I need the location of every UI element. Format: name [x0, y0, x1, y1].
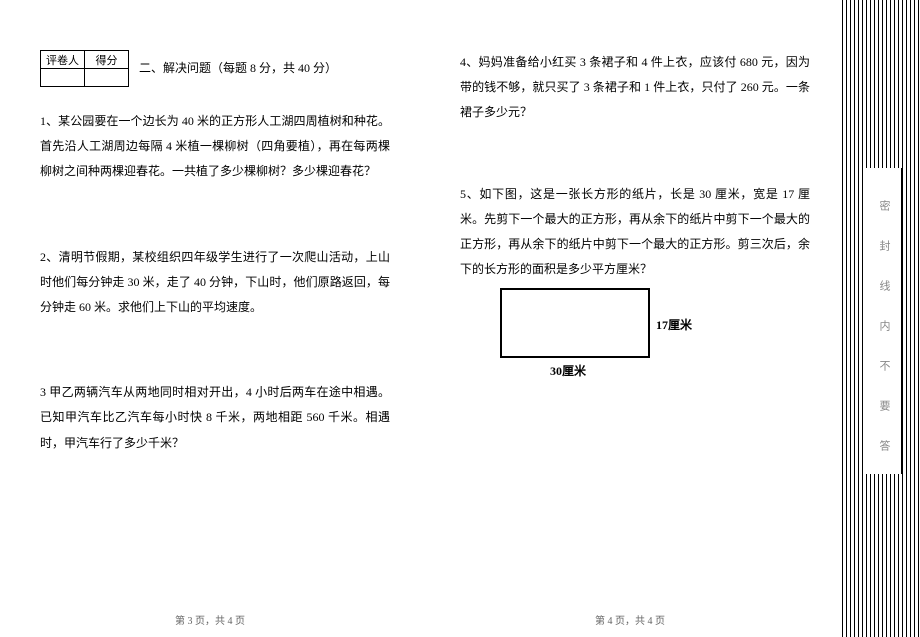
score-head-right: 得分: [85, 51, 129, 69]
binding-char-2: 线: [876, 280, 892, 291]
section-header: 评卷人 得分 二、解决问题（每题 8 分，共 40 分）: [40, 50, 390, 87]
binding-char-0: 密: [876, 200, 892, 211]
score-table: 评卷人 得分: [40, 50, 129, 87]
footer-right: 第 4 页，共 4 页: [420, 612, 840, 627]
binding-char-1: 封: [876, 240, 892, 251]
problem-1: 1、某公园要在一个边长为 40 米的正方形人工湖四周植树和种花。首先沿人工湖周边…: [40, 109, 390, 185]
problem-3: 3 甲乙两辆汽车从两地同时相对开出，4 小时后两车在途中相遇。已知甲汽车比乙汽车…: [40, 380, 390, 456]
score-head-left: 评卷人: [41, 51, 85, 69]
binding-char-5: 要: [876, 400, 892, 411]
problem-4: 4、妈妈准备给小红买 3 条裙子和 4 件上衣，应该付 680 元，因为带的钱不…: [460, 50, 810, 126]
binding-char-4: 不: [876, 360, 892, 371]
section-title: 二、解决问题（每题 8 分，共 40 分）: [139, 61, 337, 75]
page-right: 4、妈妈准备给小红买 3 条裙子和 4 件上衣，应该付 680 元，因为带的钱不…: [420, 0, 840, 637]
rect-length-label: 30厘米: [550, 362, 586, 379]
page-left: 评卷人 得分 二、解决问题（每题 8 分，共 40 分） 1、某公园要在一个边长…: [0, 0, 420, 637]
rectangle-figure: 17厘米 30厘米: [500, 288, 780, 378]
score-cell-left: [41, 69, 85, 87]
score-cell-right: [85, 69, 129, 87]
rect-width-label: 17厘米: [656, 316, 692, 333]
rectangle-box: [500, 288, 650, 358]
problem-2: 2、清明节假期，某校组织四年级学生进行了一次爬山活动，上山时他们每分钟走 30 …: [40, 245, 390, 321]
binding-char-3: 内: [876, 320, 892, 331]
problem-5: 5、如下图，这是一张长方形的纸片，长是 30 厘米，宽是 17 厘米。先剪下一个…: [460, 182, 810, 283]
binding-char-6: 答: [876, 440, 892, 451]
footer-left: 第 3 页，共 4 页: [0, 612, 420, 627]
